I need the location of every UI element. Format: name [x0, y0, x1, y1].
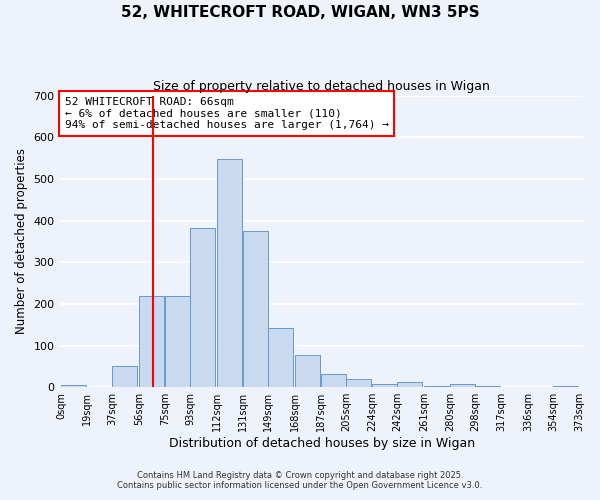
Bar: [61, 385, 86, 387]
Bar: [450, 384, 475, 387]
Text: Contains HM Land Registry data © Crown copyright and database right 2025.
Contai: Contains HM Land Registry data © Crown c…: [118, 470, 482, 490]
Bar: [295, 354, 320, 387]
Title: Size of property relative to detached houses in Wigan: Size of property relative to detached ho…: [153, 80, 490, 93]
Bar: [165, 296, 190, 387]
Bar: [373, 384, 397, 387]
Bar: [243, 231, 268, 387]
Bar: [553, 386, 578, 387]
Bar: [190, 228, 215, 387]
Bar: [424, 386, 449, 387]
Bar: [397, 382, 422, 387]
Text: 52 WHITECROFT ROAD: 66sqm
← 6% of detached houses are smaller (110)
94% of semi-: 52 WHITECROFT ROAD: 66sqm ← 6% of detach…: [65, 97, 389, 130]
Bar: [217, 160, 242, 387]
Y-axis label: Number of detached properties: Number of detached properties: [15, 148, 28, 334]
X-axis label: Distribution of detached houses by size in Wigan: Distribution of detached houses by size …: [169, 437, 475, 450]
Bar: [346, 379, 371, 387]
Bar: [112, 366, 137, 387]
Bar: [321, 374, 346, 387]
Bar: [268, 328, 293, 387]
Bar: [475, 386, 500, 387]
Text: 52, WHITECROFT ROAD, WIGAN, WN3 5PS: 52, WHITECROFT ROAD, WIGAN, WN3 5PS: [121, 5, 479, 20]
Bar: [139, 296, 164, 387]
